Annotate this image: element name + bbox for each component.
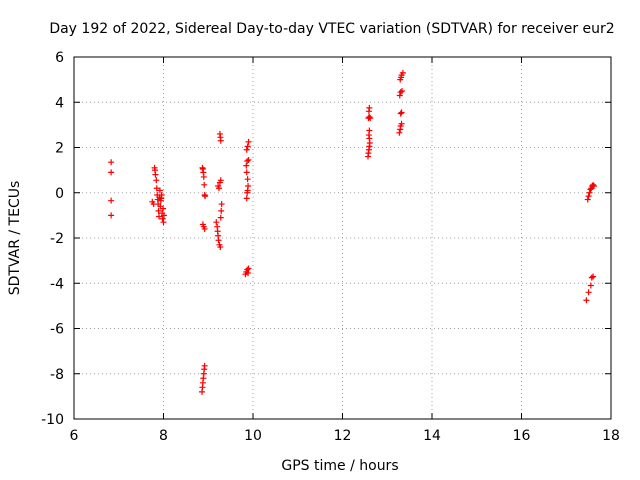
data-point [108, 159, 115, 166]
data-point [397, 110, 404, 117]
y-tick-label: 4 [55, 95, 64, 111]
data-point [108, 169, 115, 176]
data-point [160, 205, 167, 212]
data-point [396, 129, 403, 136]
y-tick-label: -8 [50, 367, 64, 383]
data-point [217, 137, 224, 144]
data-point [218, 201, 225, 208]
data-point [396, 92, 403, 99]
data-point [586, 189, 593, 196]
data-point [588, 274, 595, 281]
data-point [108, 212, 115, 219]
data-point [243, 162, 250, 169]
data-point [108, 197, 115, 204]
data-point [244, 266, 251, 273]
data-point [245, 265, 252, 272]
data-point [156, 213, 163, 220]
data-point [585, 193, 592, 200]
axis-ticks: 6 8 10 12 14 16 18 -10 -8 -6 -4 -2 0 2 4 6 [41, 50, 620, 444]
data-point [585, 289, 592, 296]
y-tick-label: -10 [41, 412, 64, 428]
data-point [243, 195, 250, 202]
data-point [245, 156, 252, 163]
data-point [366, 127, 373, 134]
data-point [590, 182, 597, 189]
data-point [244, 143, 251, 150]
grid-lines [74, 57, 611, 419]
y-tick-label: 2 [55, 141, 64, 157]
data-point [367, 115, 374, 122]
data-point [160, 212, 167, 219]
y-tick-label: -2 [50, 231, 64, 247]
data-point [217, 244, 224, 251]
data-point [245, 138, 252, 145]
data-point [398, 109, 405, 116]
data-point [160, 219, 167, 226]
data-point [152, 171, 159, 178]
data-point [218, 207, 225, 214]
data-point [159, 215, 166, 222]
x-tick-label: 18 [602, 428, 620, 444]
x-tick-label: 6 [70, 428, 79, 444]
data-point [156, 187, 163, 194]
data-point [590, 273, 597, 280]
data-point [399, 69, 406, 76]
data-point [590, 181, 597, 188]
data-point [397, 89, 404, 96]
y-tick-label: -6 [50, 322, 64, 338]
data-point [244, 176, 251, 183]
data-point [399, 87, 406, 94]
data-point [213, 219, 220, 226]
data-point [153, 177, 160, 184]
data-point [202, 193, 209, 200]
data-point [201, 181, 208, 188]
data-point [201, 362, 208, 369]
data-point [245, 182, 252, 189]
data-point [153, 185, 160, 192]
x-tick-label: 16 [513, 428, 531, 444]
x-axis-label: GPS time / hours [281, 458, 398, 474]
data-point [215, 237, 222, 244]
data-point [243, 146, 250, 153]
data-point [200, 173, 207, 180]
data-point [217, 177, 224, 184]
data-points [108, 69, 597, 395]
data-point [244, 158, 251, 165]
data-point [158, 192, 165, 199]
y-axis-label: SDTVAR / TECUs [7, 181, 23, 296]
x-tick-label: 8 [159, 428, 168, 444]
x-tick-label: 12 [334, 428, 352, 444]
y-tick-label: 6 [55, 50, 64, 66]
data-point [215, 185, 222, 192]
data-point [587, 282, 594, 289]
data-point [366, 113, 373, 120]
data-point [201, 225, 208, 232]
data-point [583, 297, 590, 304]
x-tick-label: 14 [423, 428, 441, 444]
y-tick-label: -4 [50, 276, 64, 292]
data-point [155, 207, 162, 214]
data-point [398, 120, 405, 127]
data-point [584, 196, 591, 203]
x-tick-label: 10 [244, 428, 262, 444]
y-tick-label: 0 [55, 186, 64, 202]
data-point [366, 104, 373, 111]
data-point [217, 214, 224, 221]
data-point [587, 186, 594, 193]
chart-title: Day 192 of 2022, Sidereal Day-to-day VTE… [49, 21, 614, 37]
data-point [243, 169, 250, 176]
